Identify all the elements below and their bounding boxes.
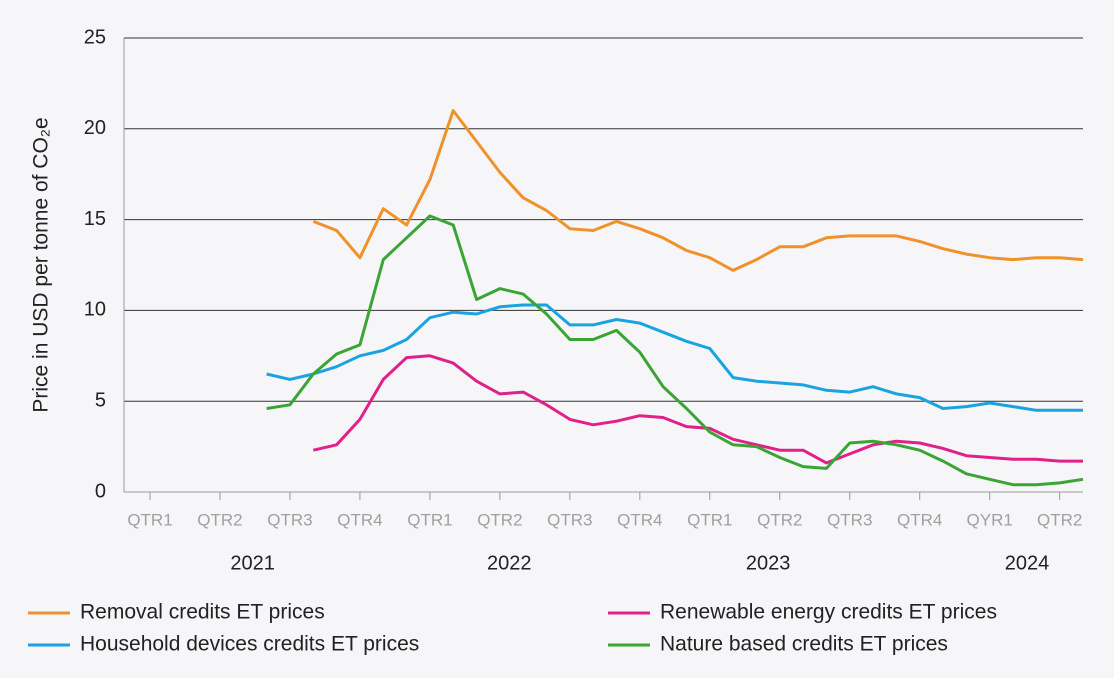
series-line bbox=[266, 303, 1083, 412]
y-tick-label: 5 bbox=[95, 389, 106, 411]
x-tick-label: QTR1 bbox=[687, 510, 732, 529]
x-tick-label: QTR3 bbox=[547, 510, 592, 529]
legend-label: Renewable energy credits ET prices bbox=[660, 601, 997, 624]
x-tick-label: QTR2 bbox=[197, 510, 242, 529]
series-line bbox=[312, 354, 1083, 465]
x-tick-label: QTR4 bbox=[617, 510, 662, 529]
y-tick-label: 20 bbox=[84, 117, 106, 139]
x-tick-label: QTR4 bbox=[897, 510, 942, 529]
legend-label: Nature based credits ET prices bbox=[660, 633, 948, 656]
x-tick-label: QTR1 bbox=[127, 510, 172, 529]
y-tick-label: 15 bbox=[84, 208, 106, 230]
x-tick-label: QTR2 bbox=[1037, 510, 1082, 529]
x-tick-label: QTR2 bbox=[477, 510, 522, 529]
legend-label: Household devices credits ET prices bbox=[80, 633, 419, 656]
x-group-label: 2023 bbox=[746, 552, 791, 574]
legend-label: Removal credits ET prices bbox=[80, 601, 325, 624]
x-tick-label: QTR4 bbox=[337, 510, 382, 529]
series-line bbox=[266, 214, 1084, 487]
x-tick-label: QTR3 bbox=[267, 510, 312, 529]
x-group-label: 2024 bbox=[1005, 552, 1050, 574]
x-tick-label: QTR3 bbox=[827, 510, 872, 529]
x-tick-label: QTR2 bbox=[757, 510, 802, 529]
y-tick-label: 25 bbox=[84, 26, 106, 48]
y-axis-label: Price in USD per tonne of CO₂e bbox=[30, 117, 53, 412]
x-tick-label: QYR1 bbox=[967, 510, 1013, 529]
series-line bbox=[312, 109, 1084, 272]
x-tick-label: QTR1 bbox=[407, 510, 452, 529]
y-tick-label: 10 bbox=[84, 299, 106, 321]
x-group-label: 2021 bbox=[230, 552, 275, 574]
y-tick-label: 0 bbox=[95, 480, 106, 502]
x-group-label: 2022 bbox=[487, 552, 532, 574]
